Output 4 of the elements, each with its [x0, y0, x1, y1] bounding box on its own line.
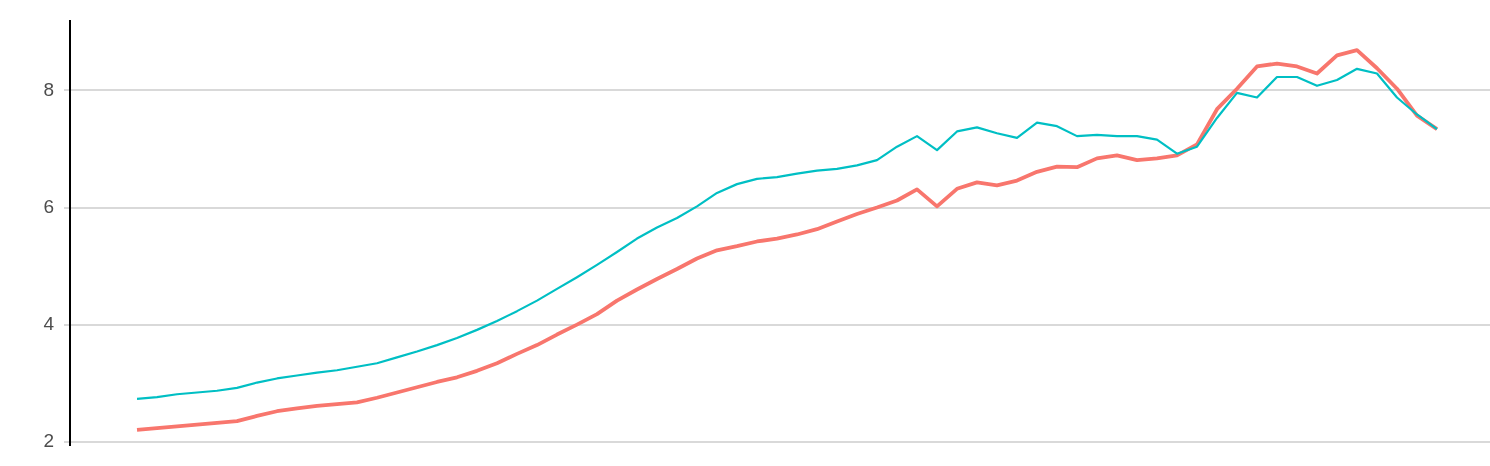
y-tick-label: 4	[43, 312, 55, 334]
y-tick-label: 8	[43, 78, 54, 100]
y-tick-label: 6	[43, 195, 54, 217]
y-tick-label: 2	[43, 429, 54, 451]
